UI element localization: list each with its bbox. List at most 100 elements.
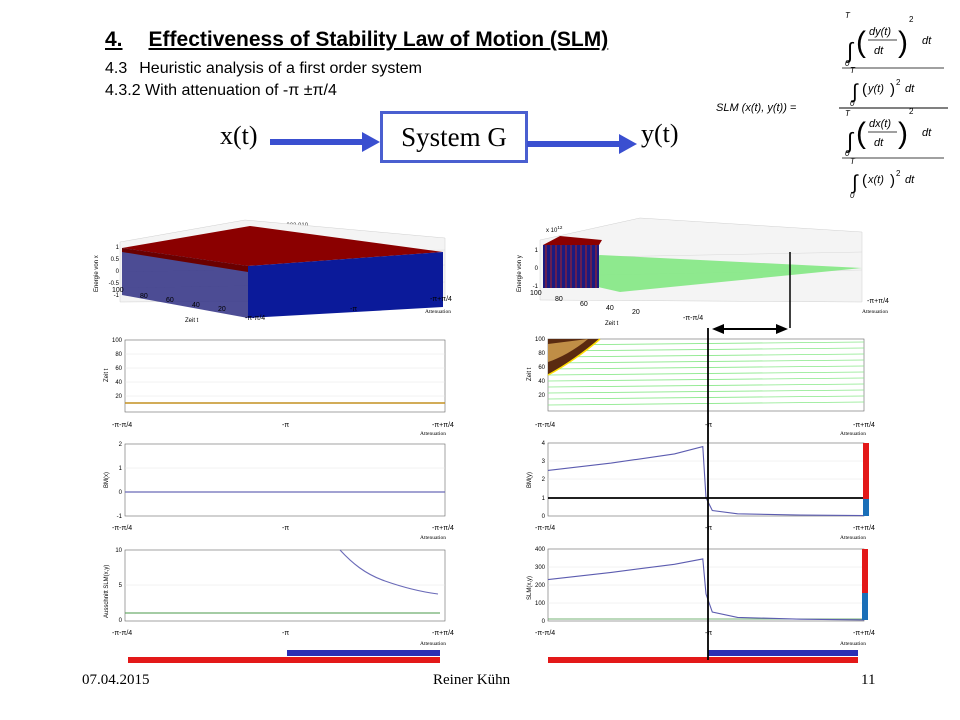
right-3d-surface	[545, 255, 862, 292]
dt: dt	[922, 35, 932, 47]
dt: dt	[905, 174, 915, 186]
xtick: -π+π/4	[853, 525, 875, 532]
ytick: 80	[140, 293, 148, 300]
right-3d-ylabel: Zeit t	[605, 321, 619, 327]
left-slm-ylabel: Ausschnitt SLM(x,y)	[104, 565, 110, 618]
paren: )	[890, 172, 895, 189]
xtick: -π	[282, 525, 289, 532]
upper-limit: T	[845, 11, 851, 20]
ytick: 20	[115, 394, 122, 400]
right-zeit-ylabel: Zeit t	[527, 367, 533, 381]
system-box: System G	[380, 111, 528, 163]
slm-blue-segment	[862, 593, 868, 620]
num-dx: dx(t)	[869, 118, 891, 130]
ztick: 1	[116, 245, 120, 251]
ytick: 20	[538, 393, 545, 399]
ytick: 3	[542, 459, 546, 465]
footer-date: 07.04.2015	[82, 672, 150, 688]
xlabel: Attenuation	[840, 535, 866, 541]
ytick: 100	[530, 290, 542, 297]
slm-x-series	[339, 549, 439, 595]
integral-sign: ∫	[851, 81, 859, 103]
right-zeit-contours	[547, 341, 865, 406]
section-number: 4.	[105, 28, 123, 51]
ytick: 60	[166, 297, 174, 304]
exponent: 2	[896, 169, 901, 178]
lower-limit: 0	[850, 99, 855, 108]
bm-blue-segment	[863, 499, 869, 516]
formula-lhs: SLM (x(t), y(t)) =	[716, 102, 797, 114]
integral-sign: ∫	[851, 172, 859, 194]
xlabel: Attenuation	[840, 641, 866, 647]
ztick: 0.5	[111, 257, 120, 263]
xtick: -π+π/4	[432, 422, 454, 429]
input-arrow	[270, 132, 380, 152]
upper-limit: T	[850, 66, 856, 75]
left-zeit-plot: 100 80 60 40 20 Zeit t -π-π/4 -π -π+π/4 …	[104, 338, 454, 437]
ytick: 10	[115, 548, 122, 554]
x-term: x(t)	[867, 174, 884, 186]
ytick: 0	[542, 514, 546, 520]
right-bm-ylabel: BM(y)	[527, 472, 533, 488]
xtick: -π-π/4	[535, 525, 555, 532]
ytick: 60	[580, 301, 588, 308]
lower-limit: 0	[850, 191, 855, 200]
ytick: 40	[538, 379, 545, 385]
paren: )	[890, 81, 895, 98]
lower-limit: 0	[845, 149, 850, 158]
xtick: -π+π/4	[853, 630, 875, 637]
ytick: 2	[119, 442, 123, 448]
ytick: 20	[632, 309, 640, 316]
xtick: -π-π/4	[535, 422, 555, 429]
xtick: -π-π/4	[112, 422, 132, 429]
exponent: 2	[896, 78, 901, 87]
xtick: -π+π/4	[432, 525, 454, 532]
paren: (	[862, 172, 867, 189]
right-zeit-plot: 100 80 60 40 20 Zeit t -π-π/4 -π -π+π/4 …	[527, 337, 875, 437]
xtick: -π+π/4	[853, 422, 875, 429]
left-zeit-ylabel: Zeit t	[104, 368, 110, 382]
ztick: 0	[535, 266, 539, 272]
left-bm-ylabel: BM(x)	[104, 472, 110, 488]
subsection-1-number: 4.3	[105, 60, 128, 77]
ytick: 4	[542, 441, 546, 447]
xtick: -π+π/4	[867, 298, 889, 305]
subsection-1-text: Heuristic analysis of a first order syst…	[139, 60, 422, 77]
xlabel: Attenuation	[420, 535, 446, 541]
ytick: 80	[555, 296, 563, 303]
ztick: 1	[535, 248, 539, 254]
left-red-bar	[128, 657, 440, 663]
xtick: -π	[282, 630, 289, 637]
xtick: -π+π/4	[430, 296, 452, 303]
integral-sign: ∫	[845, 128, 855, 153]
ytick: 1	[542, 496, 546, 502]
ytick: 300	[535, 565, 546, 571]
num-dy: dy(t)	[869, 26, 891, 38]
left-3d-xlabel: Attenuation	[425, 309, 451, 315]
right-slm-plot: 400 300 200 100 0 SLM(x,y) -π-π/4 -π -π+…	[527, 547, 875, 647]
ytick: 60	[115, 366, 122, 372]
subsection-2: 4.3.2 With attenuation of -π ±π/4	[105, 82, 337, 99]
right-3d-xlabel: Attenuation	[862, 309, 888, 315]
xlabel: Attenuation	[420, 431, 446, 437]
left-bm-plot: 2 1 0 -1 BM(x) -π-π/4 -π -π+π/4 Attenuat…	[104, 442, 454, 541]
left-slm-plot: 10 5 0 Ausschnitt SLM(x,y) -π-π/4 -π -π+…	[104, 548, 454, 647]
ytick: 100	[112, 338, 123, 344]
ytick: 0	[119, 618, 123, 624]
ztick: -1	[114, 293, 120, 299]
den-dt: dt	[874, 137, 884, 149]
xlabel: Attenuation	[840, 431, 866, 437]
ytick: 400	[535, 547, 546, 553]
right-3d-scale: x 1012	[546, 225, 563, 234]
output-signal-label: y(t)	[641, 119, 679, 148]
input-signal-label: x(t)	[220, 121, 258, 150]
left-3d-ylabel: Zeit t	[185, 318, 199, 324]
xtick: -π-π/4	[683, 315, 703, 322]
right-bm-plot: 4 3 2 1 0 BM(y) -π-π/4 -π -π+π/4 Attenua…	[527, 441, 875, 541]
ytick: 100	[535, 337, 546, 343]
figures-canvas: Abbildung 002 010 Energie von x 1 0.5 0 …	[94, 217, 889, 663]
ytick: 20	[218, 306, 226, 313]
ytick: 5	[119, 583, 123, 589]
paren: (	[856, 117, 866, 150]
section-title: 4. Effectiveness of Stability Law of Moti…	[105, 28, 608, 52]
